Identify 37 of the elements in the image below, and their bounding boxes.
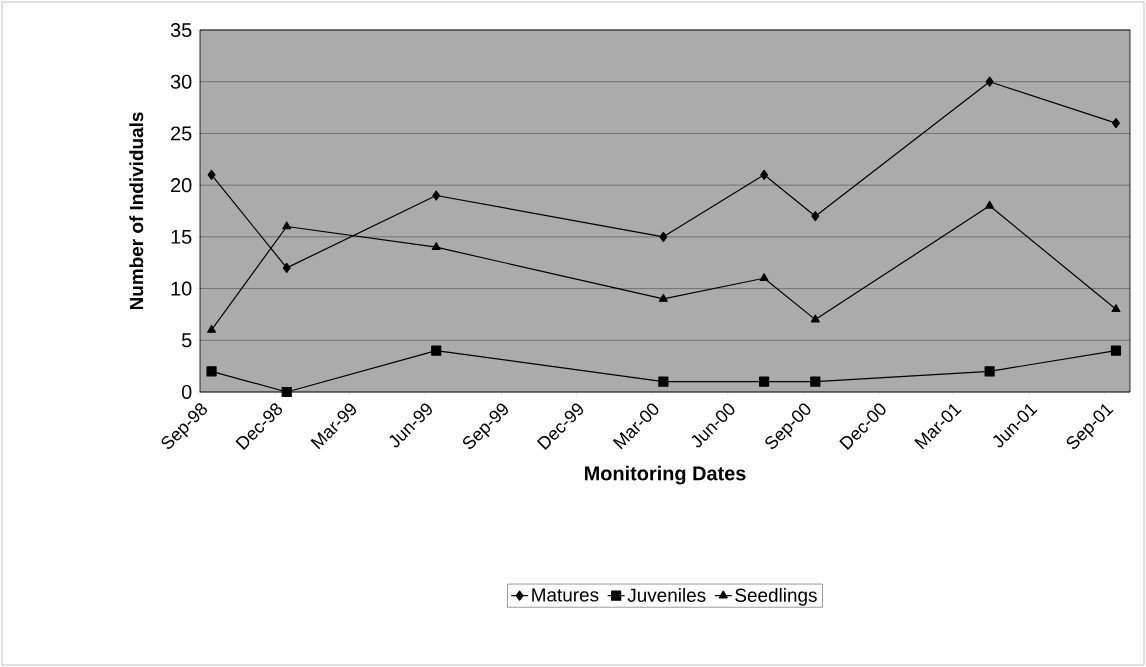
y-tick-label: 5 [181, 333, 192, 348]
legend-label: Matures [532, 588, 599, 602]
point [658, 293, 668, 302]
y-tick-label: 20 [171, 178, 192, 193]
point [431, 345, 442, 356]
point [207, 169, 216, 180]
y-tick-label: 10 [171, 281, 192, 296]
point [659, 231, 668, 242]
point [984, 366, 995, 377]
point [810, 376, 821, 387]
point [759, 376, 770, 387]
point [281, 386, 292, 398]
point [207, 324, 217, 333]
point [759, 273, 769, 282]
point [811, 211, 820, 222]
y-tick-label: 15 [171, 229, 192, 244]
point [282, 262, 291, 273]
point [206, 366, 217, 377]
point [985, 200, 995, 209]
y-tick-label: 30 [170, 74, 192, 89]
point [432, 190, 441, 201]
legend-label: Juveniles [627, 588, 706, 602]
point [1110, 345, 1122, 356]
point [658, 376, 669, 387]
point [760, 169, 769, 180]
x-axis-title: Monitoring Dates [584, 465, 746, 485]
y-tick-label: 0 [181, 384, 192, 400]
point [985, 76, 994, 87]
point [431, 242, 441, 251]
y-axis-title: Number of Individuals [129, 112, 144, 310]
point [1111, 304, 1121, 313]
y-tick-label: 25 [171, 126, 192, 141]
point [282, 221, 292, 230]
y-tick-label: 35 [170, 22, 192, 38]
point [1112, 118, 1120, 129]
legend-label: Seedlings [735, 588, 817, 606]
point [810, 314, 820, 323]
